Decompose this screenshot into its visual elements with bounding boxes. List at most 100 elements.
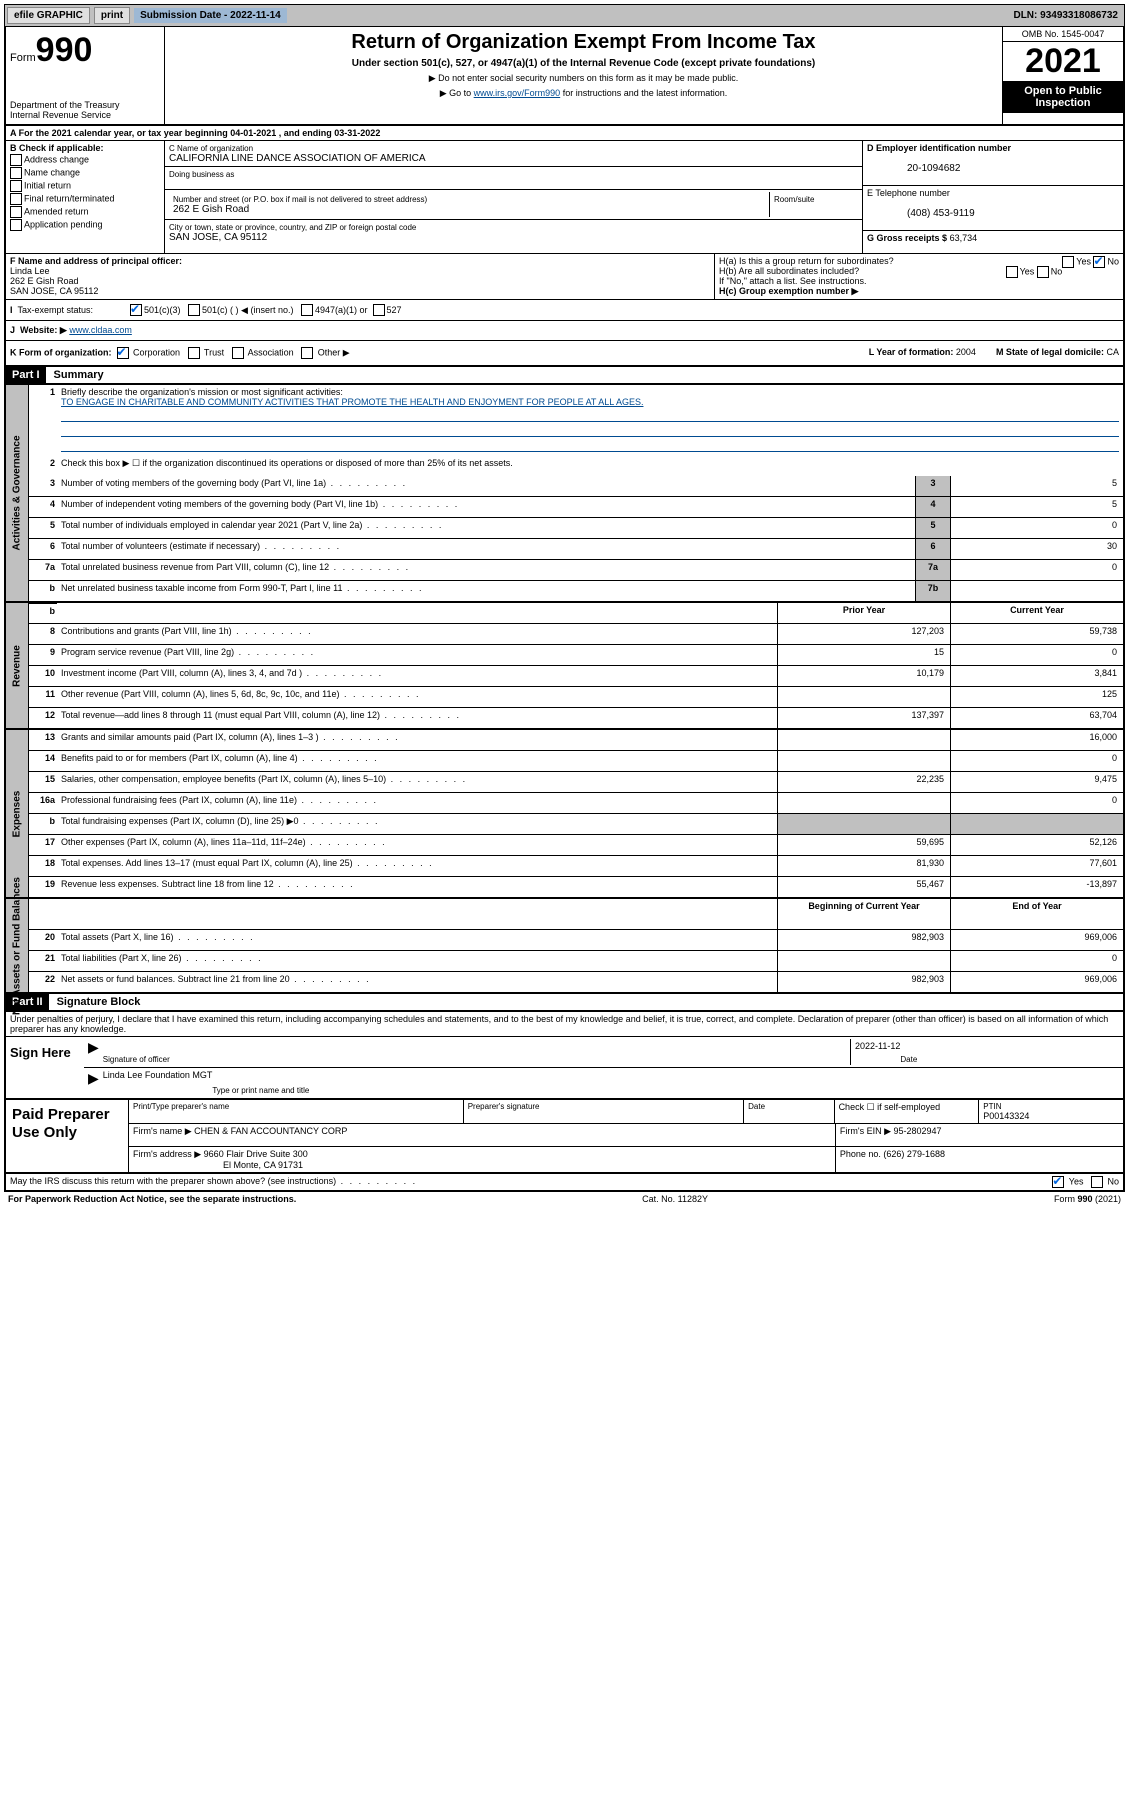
col-end-hdr: End of Year xyxy=(950,899,1123,929)
table-row: 22 Net assets or fund balances. Subtract… xyxy=(29,972,1123,992)
d-label: D Employer identification number xyxy=(867,143,1011,153)
table-row: 20 Total assets (Part X, line 16) 982,90… xyxy=(29,930,1123,951)
part2-bar: Part II Signature Block xyxy=(4,994,1125,1012)
sig-name-val: Linda Lee Foundation MGT xyxy=(103,1070,213,1080)
ein: 20-1094682 xyxy=(867,163,960,174)
governance-block: Activities & Governance 1 Briefly descri… xyxy=(4,385,1125,603)
self-employed-chk[interactable]: Check ☐ if self-employed xyxy=(839,1102,941,1112)
row-a: A For the 2021 calendar year, or tax yea… xyxy=(6,126,1123,141)
page-footer: For Paperwork Reduction Act Notice, see … xyxy=(4,1192,1125,1206)
submission-date: Submission Date - 2022-11-14 xyxy=(134,8,287,23)
city-label: City or town, state or province, country… xyxy=(169,223,416,232)
irs-label: Internal Revenue Service xyxy=(10,110,160,120)
firm-city: El Monte, CA 91731 xyxy=(133,1160,303,1170)
dept-label: Department of the Treasury xyxy=(10,100,160,110)
print-button[interactable]: print xyxy=(94,7,130,24)
ptin-label: PTIN xyxy=(983,1102,1119,1111)
part1-bar: Part I Summary xyxy=(4,367,1125,385)
chk-other[interactable] xyxy=(301,347,313,359)
mission-text: TO ENGAGE IN CHARITABLE AND COMMUNITY AC… xyxy=(61,397,643,407)
chk-amended[interactable]: Amended return xyxy=(10,206,160,218)
table-row: 9 Program service revenue (Part VIII, li… xyxy=(29,645,1123,666)
l-label: L Year of formation: xyxy=(869,347,954,357)
table-row: 16a Professional fundraising fees (Part … xyxy=(29,793,1123,814)
firm-ein-label: Firm's EIN ▶ xyxy=(840,1126,891,1136)
form-ref: Form 990 (2021) xyxy=(1054,1194,1121,1204)
l1-label: Briefly describe the organization's miss… xyxy=(61,387,343,397)
org-name: CALIFORNIA LINE DANCE ASSOCIATION OF AME… xyxy=(169,153,426,164)
l2-text: Check this box ▶ ☐ if the organization d… xyxy=(57,456,1123,476)
preparer-block: Paid Preparer Use Only Print/Type prepar… xyxy=(4,1100,1125,1174)
sig-date-label: Date xyxy=(900,1055,917,1064)
expenses-block: Expenses 13 Grants and similar amounts p… xyxy=(4,730,1125,899)
chk-527[interactable] xyxy=(373,304,385,316)
street-addr: 262 E Gish Road xyxy=(173,204,249,215)
sign-here-label: Sign Here xyxy=(6,1037,84,1098)
form-header: Form990 Department of the Treasury Inter… xyxy=(4,27,1125,126)
chk-501c3[interactable] xyxy=(130,304,142,316)
sidebar-netassets: Net Assets or Fund Balances xyxy=(12,876,23,1014)
chk-app-pending[interactable]: Application pending xyxy=(10,219,160,231)
arrow-icon: ▶ xyxy=(88,1039,99,1065)
ha-no[interactable] xyxy=(1093,256,1105,268)
form990-link[interactable]: www.irs.gov/Form990 xyxy=(474,88,561,98)
open-public: Open to Public Inspection xyxy=(1003,81,1123,113)
discuss-text: May the IRS discuss this return with the… xyxy=(10,1176,417,1188)
netassets-block: Net Assets or Fund Balances Beginning of… xyxy=(4,899,1125,994)
chk-corp[interactable] xyxy=(117,347,129,359)
form-title: Return of Organization Exempt From Incom… xyxy=(169,31,998,54)
sidebar-governance: Activities & Governance xyxy=(12,435,23,550)
sidebar-revenue: Revenue xyxy=(12,645,23,687)
signature-block: Under penalties of perjury, I declare th… xyxy=(4,1012,1125,1100)
table-row: 4 Number of independent voting members o… xyxy=(29,497,1123,518)
k-label: K Form of organization: xyxy=(10,347,112,357)
table-row: 12 Total revenue—add lines 8 through 11 … xyxy=(29,708,1123,728)
table-row: 21 Total liabilities (Part X, line 26) 0 xyxy=(29,951,1123,972)
chk-name-change[interactable]: Name change xyxy=(10,167,160,179)
hb-no[interactable] xyxy=(1037,266,1049,278)
cat-no: Cat. No. 11282Y xyxy=(642,1194,708,1204)
officer-name: Linda Lee xyxy=(10,266,50,276)
declaration-text: Under penalties of perjury, I declare th… xyxy=(6,1012,1123,1036)
website-link[interactable]: www.cldaa.com xyxy=(69,325,132,335)
chk-initial-return[interactable]: Initial return xyxy=(10,180,160,192)
year-formation: 2004 xyxy=(956,347,976,357)
efile-button[interactable]: efile GRAPHIC xyxy=(7,7,90,24)
table-row: 5 Total number of individuals employed i… xyxy=(29,518,1123,539)
table-row: 6 Total number of volunteers (estimate i… xyxy=(29,539,1123,560)
firm-addr-label: Firm's address ▶ xyxy=(133,1149,201,1159)
chk-4947[interactable] xyxy=(301,304,313,316)
table-row: 10 Investment income (Part VIII, column … xyxy=(29,666,1123,687)
table-row: 3 Number of voting members of the govern… xyxy=(29,476,1123,497)
sidebar-expenses: Expenses xyxy=(12,790,23,837)
paid-preparer-label: Paid Preparer Use Only xyxy=(6,1100,128,1172)
section-identity: A For the 2021 calendar year, or tax yea… xyxy=(4,126,1125,367)
i-label: Tax-exempt status: xyxy=(18,305,94,315)
chk-assoc[interactable] xyxy=(232,347,244,359)
hc-row: H(c) Group exemption number ▶ xyxy=(719,286,1119,297)
prep-name-label: Print/Type preparer's name xyxy=(133,1102,459,1111)
sig-officer-label: Signature of officer xyxy=(103,1055,170,1064)
table-row: 15 Salaries, other compensation, employe… xyxy=(29,772,1123,793)
ha-row: H(a) Is this a group return for subordin… xyxy=(719,256,1119,266)
chk-trust[interactable] xyxy=(188,347,200,359)
ha-yes[interactable] xyxy=(1062,256,1074,268)
discuss-no[interactable] xyxy=(1091,1176,1103,1188)
table-row: 7a Total unrelated business revenue from… xyxy=(29,560,1123,581)
chk-final-return[interactable]: Final return/terminated xyxy=(10,193,160,205)
discuss-yes[interactable] xyxy=(1052,1176,1064,1188)
col-prior-hdr: Prior Year xyxy=(777,603,950,623)
officer-addr1: 262 E Gish Road xyxy=(10,276,79,286)
chk-address-change[interactable]: Address change xyxy=(10,154,160,166)
tax-year: 2021 xyxy=(1003,42,1123,81)
officer-addr2: SAN JOSE, CA 95112 xyxy=(10,286,98,296)
firm-addr: 9660 Flair Drive Suite 300 xyxy=(204,1149,308,1159)
gross-receipts: 63,734 xyxy=(950,233,978,243)
addr-label: Number and street (or P.O. box if mail i… xyxy=(173,195,427,204)
dln: DLN: 93493318086732 xyxy=(1013,10,1122,21)
hb-yes[interactable] xyxy=(1006,266,1018,278)
chk-501c[interactable] xyxy=(188,304,200,316)
table-row: 8 Contributions and grants (Part VIII, l… xyxy=(29,624,1123,645)
j-label: Website: ▶ xyxy=(20,325,67,335)
e-label: E Telephone number xyxy=(867,188,950,198)
